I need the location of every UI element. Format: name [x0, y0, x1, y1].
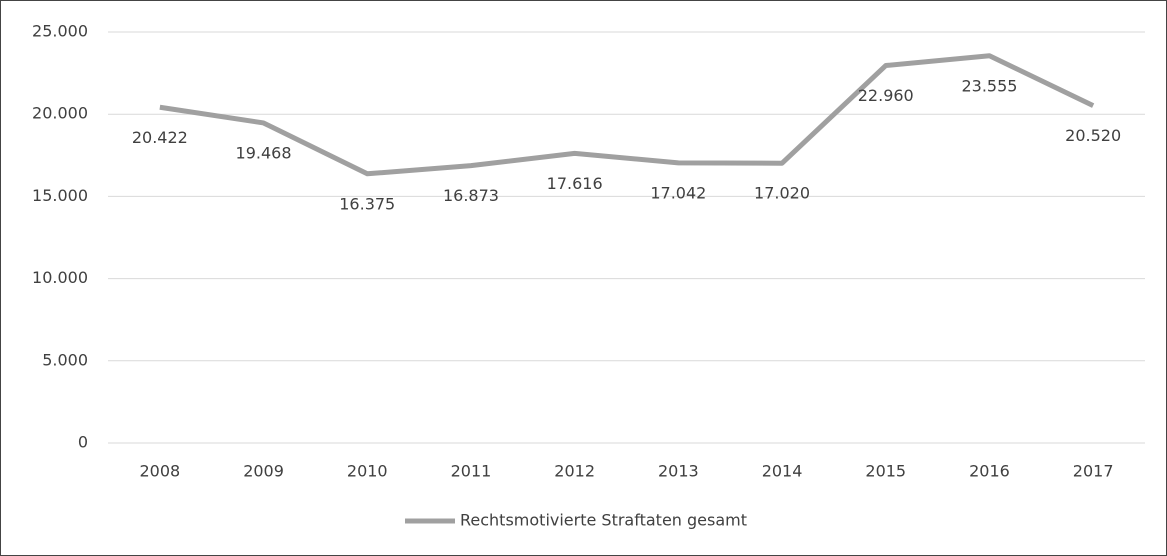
x-tick-label: 2016 — [969, 462, 1010, 481]
data-label: 16.873 — [443, 186, 499, 205]
y-tick-label: 15.000 — [32, 186, 88, 205]
y-tick-label: 5.000 — [42, 350, 88, 369]
x-tick-label: 2011 — [451, 462, 492, 481]
x-tick-label: 2017 — [1073, 462, 1114, 481]
data-label: 16.375 — [339, 194, 395, 213]
data-label: 17.020 — [754, 184, 810, 203]
data-label: 22.960 — [858, 86, 914, 105]
x-tick-label: 2009 — [243, 462, 284, 481]
data-label: 17.616 — [547, 174, 603, 193]
x-tick-label: 2013 — [658, 462, 699, 481]
series-line — [159, 53, 1095, 177]
data-label: 23.555 — [961, 76, 1017, 95]
x-tick-label: 2010 — [347, 462, 388, 481]
legend-label: Rechtsmotivierte Straftaten gesamt — [460, 511, 747, 530]
x-tick-label: 2014 — [762, 462, 803, 481]
data-label: 17.042 — [650, 183, 706, 202]
x-tick-label: 2012 — [554, 462, 595, 481]
y-tick-label: 25.000 — [32, 22, 88, 41]
x-tick-label: 2008 — [139, 462, 180, 481]
data-label: 20.422 — [132, 128, 188, 147]
data-label: 19.468 — [236, 143, 292, 162]
y-tick-label: 20.000 — [32, 104, 88, 123]
y-tick-label: 10.000 — [32, 268, 88, 287]
y-tick-label: 0 — [78, 433, 88, 452]
data-label: 20.520 — [1065, 126, 1121, 145]
x-tick-label: 2015 — [865, 462, 906, 481]
